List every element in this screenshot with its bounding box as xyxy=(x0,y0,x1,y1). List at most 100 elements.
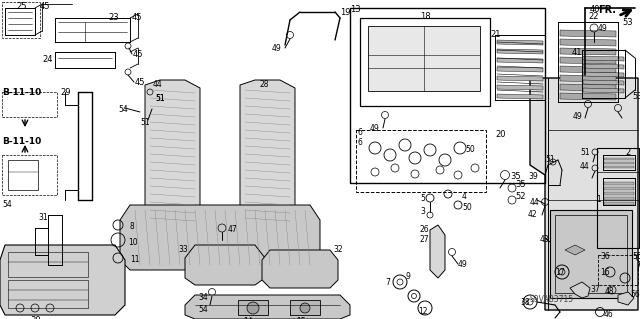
Text: 9: 9 xyxy=(405,272,410,281)
Text: 15: 15 xyxy=(296,317,306,319)
Text: 54: 54 xyxy=(198,305,208,314)
Text: 4: 4 xyxy=(462,192,467,201)
Text: 30: 30 xyxy=(30,316,40,319)
Text: 35: 35 xyxy=(510,172,520,181)
Text: 43: 43 xyxy=(540,235,550,244)
Text: 24: 24 xyxy=(42,55,52,64)
Polygon shape xyxy=(604,162,634,164)
Text: 28: 28 xyxy=(260,80,269,89)
Text: 25: 25 xyxy=(16,2,26,11)
Text: 10: 10 xyxy=(128,238,138,247)
Text: 11: 11 xyxy=(130,255,140,264)
Text: 42: 42 xyxy=(528,210,538,219)
Polygon shape xyxy=(604,187,634,190)
Polygon shape xyxy=(570,282,590,298)
Text: 19: 19 xyxy=(340,8,351,17)
Text: 7: 7 xyxy=(385,278,390,287)
Text: 44: 44 xyxy=(153,80,163,89)
Text: 49: 49 xyxy=(272,44,282,53)
Text: 44: 44 xyxy=(580,162,589,171)
Text: 50: 50 xyxy=(462,203,472,212)
Polygon shape xyxy=(238,300,268,315)
Text: 32: 32 xyxy=(333,245,342,254)
Bar xyxy=(360,18,490,106)
Text: 47: 47 xyxy=(228,225,237,234)
Polygon shape xyxy=(262,250,338,288)
Text: B-11-10: B-11-10 xyxy=(2,137,41,146)
Text: 51: 51 xyxy=(155,94,164,103)
Text: 45: 45 xyxy=(132,13,143,22)
Polygon shape xyxy=(604,182,634,185)
Polygon shape xyxy=(618,292,634,305)
Text: 51: 51 xyxy=(140,118,150,127)
Text: 22: 22 xyxy=(588,12,598,21)
Polygon shape xyxy=(583,56,624,61)
Polygon shape xyxy=(560,48,616,55)
Polygon shape xyxy=(560,84,616,91)
Polygon shape xyxy=(604,202,634,205)
Text: 40: 40 xyxy=(590,5,600,14)
Text: 53: 53 xyxy=(622,18,632,27)
Text: 38: 38 xyxy=(520,298,530,307)
Polygon shape xyxy=(290,300,320,315)
Bar xyxy=(8,160,38,190)
Circle shape xyxy=(300,303,310,313)
Polygon shape xyxy=(185,245,265,285)
Bar xyxy=(350,8,545,183)
Text: 34: 34 xyxy=(198,293,208,302)
Text: 49: 49 xyxy=(573,112,583,121)
Polygon shape xyxy=(530,78,638,310)
Text: 45: 45 xyxy=(133,50,143,59)
Text: B-11-10: B-11-10 xyxy=(2,88,41,97)
Text: FR.: FR. xyxy=(598,5,616,15)
Polygon shape xyxy=(565,245,585,255)
Polygon shape xyxy=(0,245,125,315)
Text: 50: 50 xyxy=(465,145,475,154)
Polygon shape xyxy=(604,166,634,168)
Text: 12: 12 xyxy=(418,307,428,316)
Polygon shape xyxy=(560,39,616,46)
Polygon shape xyxy=(185,295,350,319)
Text: 54: 54 xyxy=(118,105,128,114)
Bar xyxy=(550,210,632,298)
Text: 26: 26 xyxy=(420,225,429,234)
Text: 36: 36 xyxy=(600,252,610,261)
Text: 20: 20 xyxy=(495,130,506,139)
Text: 27: 27 xyxy=(420,235,429,244)
Bar xyxy=(598,255,638,285)
Polygon shape xyxy=(430,225,445,278)
Text: 51: 51 xyxy=(580,148,589,157)
Polygon shape xyxy=(497,58,543,63)
Polygon shape xyxy=(240,80,295,228)
Text: 29: 29 xyxy=(60,88,70,97)
Polygon shape xyxy=(560,66,616,73)
Text: 1: 1 xyxy=(596,195,601,204)
Text: 49: 49 xyxy=(598,24,608,33)
Polygon shape xyxy=(604,197,634,200)
Text: 44: 44 xyxy=(530,198,540,207)
Polygon shape xyxy=(497,94,543,99)
Text: 17: 17 xyxy=(555,268,564,277)
Polygon shape xyxy=(560,93,616,100)
Polygon shape xyxy=(560,75,616,82)
Text: 56: 56 xyxy=(630,290,640,299)
Text: 53: 53 xyxy=(632,92,640,101)
Text: 23: 23 xyxy=(108,13,118,22)
Polygon shape xyxy=(560,57,616,64)
Bar xyxy=(2,155,57,195)
Text: 2: 2 xyxy=(625,148,630,157)
Polygon shape xyxy=(583,80,624,85)
Polygon shape xyxy=(120,205,320,270)
Text: 55: 55 xyxy=(632,252,640,261)
Text: 51: 51 xyxy=(545,155,555,164)
Polygon shape xyxy=(583,88,624,93)
Text: 45: 45 xyxy=(135,78,145,87)
Polygon shape xyxy=(604,158,634,160)
Text: 49: 49 xyxy=(458,260,468,269)
Text: 52: 52 xyxy=(515,192,525,201)
Text: 37: 37 xyxy=(590,285,600,294)
Text: 51: 51 xyxy=(155,94,164,103)
Text: 46: 46 xyxy=(604,310,614,319)
Text: 33: 33 xyxy=(178,245,188,254)
Polygon shape xyxy=(583,72,624,77)
